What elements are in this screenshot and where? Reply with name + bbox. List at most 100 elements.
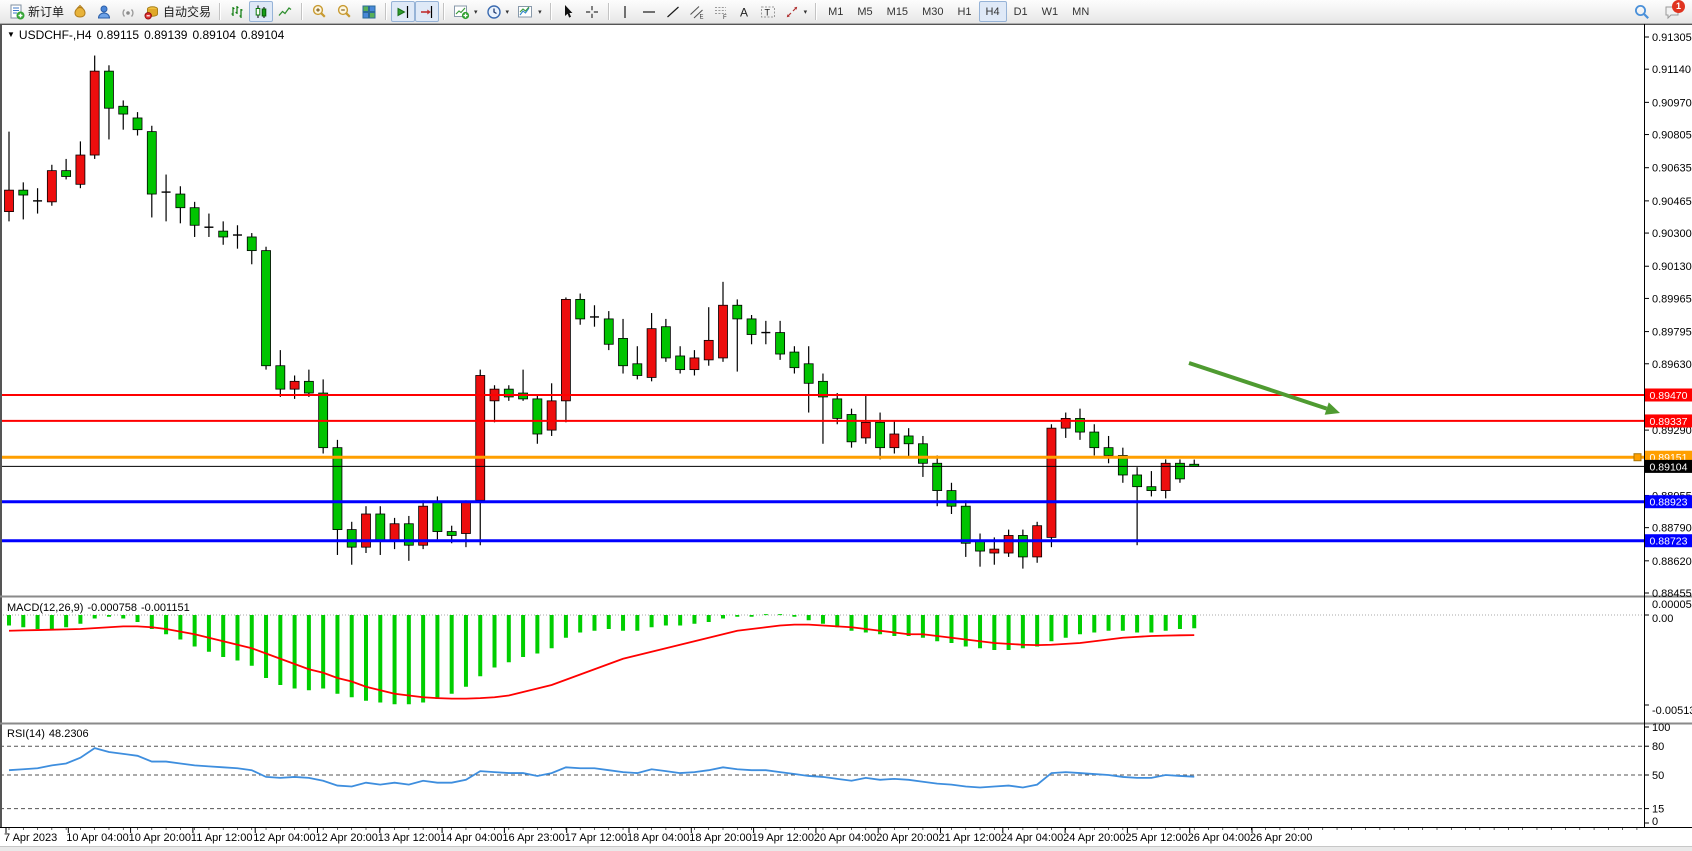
ohlc-close: 0.89104 bbox=[240, 28, 285, 42]
macd-bar bbox=[435, 615, 440, 699]
zoom-out-icon bbox=[337, 4, 351, 18]
text-tool-button[interactable]: A bbox=[733, 1, 756, 22]
templates-button[interactable]: ▾ bbox=[513, 1, 546, 22]
bar-chart-mode-button[interactable] bbox=[225, 1, 249, 22]
vertical-line-tool-button[interactable] bbox=[614, 1, 637, 22]
macd-axis: 0.0000552 0.00 -0.00513 bbox=[1644, 599, 1692, 717]
candle-down bbox=[675, 355, 686, 371]
candle-down bbox=[146, 131, 157, 195]
candle-down bbox=[446, 531, 457, 536]
macd-bar bbox=[321, 615, 326, 689]
price-axis[interactable]: 0.91305 0.91140 0.90970 0.90805 0.90635 0.904… bbox=[1644, 32, 1692, 600]
macd-bar bbox=[64, 615, 69, 628]
timeframe-button-w1[interactable]: W1 bbox=[1035, 1, 1066, 22]
auto-scroll-button[interactable] bbox=[391, 1, 416, 22]
line-chart-mode-button[interactable] bbox=[273, 1, 297, 22]
macd-bar bbox=[721, 615, 725, 619]
candle-down bbox=[789, 351, 800, 369]
date-tick-label: 12 Apr 20:00 bbox=[316, 832, 378, 844]
candle-up bbox=[1003, 535, 1014, 554]
chart-canvas[interactable]: 0.91305 0.91140 0.90970 0.90805 0.90635 0.904… bbox=[0, 24, 1692, 851]
date-axis[interactable]: 7 Apr 2023 10 Apr 04:00 10 Apr 20:00 11 Apr… bbox=[4, 827, 1638, 845]
profile-button[interactable] bbox=[92, 1, 116, 22]
horizontal-line-tool-button[interactable] bbox=[637, 1, 661, 22]
candle-up bbox=[361, 513, 371, 548]
auto-trading-button[interactable]: 自动交易 bbox=[140, 1, 215, 22]
timeframe-button-h4[interactable]: H4 bbox=[978, 1, 1007, 22]
gold-pouch-button[interactable] bbox=[68, 1, 92, 22]
candlestick-mode-button[interactable] bbox=[249, 1, 274, 22]
macd-bar bbox=[164, 615, 169, 635]
macd-bar bbox=[192, 615, 197, 647]
new-order-button[interactable]: 新订单 bbox=[5, 1, 68, 22]
timeframe-button-m1[interactable]: M1 bbox=[821, 1, 850, 22]
candle-down bbox=[1017, 535, 1028, 558]
chevron-down-icon: ▾ bbox=[474, 8, 478, 16]
macd-bar bbox=[1163, 615, 1168, 631]
rsi-label: RSI(14) 48.2306 bbox=[7, 728, 93, 740]
indicators-icon bbox=[454, 5, 470, 19]
periods-button[interactable]: ▾ bbox=[482, 1, 514, 22]
macd-pane-separator[interactable] bbox=[0, 595, 1692, 598]
orange-line-handle[interactable] bbox=[1633, 453, 1642, 462]
tile-windows-button[interactable] bbox=[357, 1, 381, 22]
timeframe-button-m15[interactable]: M15 bbox=[880, 1, 915, 22]
candle-up bbox=[703, 339, 714, 361]
search-button[interactable] bbox=[1629, 1, 1655, 22]
candle-down bbox=[775, 332, 786, 355]
signal-button[interactable] bbox=[116, 1, 140, 22]
price-badge bbox=[1645, 388, 1692, 402]
date-tick-label: 24 Apr 04:00 bbox=[1001, 832, 1063, 844]
macd-bar bbox=[306, 615, 311, 691]
rsi-tick-label: 0 bbox=[1652, 816, 1658, 828]
rsi-tick-label: 100 bbox=[1652, 722, 1670, 734]
label-tool-button[interactable]: T bbox=[756, 1, 780, 22]
ohlc-low: 0.89104 bbox=[192, 28, 236, 42]
zoom-in-button[interactable] bbox=[307, 1, 332, 22]
add-indicator-button[interactable]: ▾ bbox=[449, 1, 482, 22]
price-badge bbox=[1645, 534, 1692, 548]
candle-down bbox=[1075, 418, 1085, 433]
candle-down bbox=[975, 540, 985, 552]
timeframe-button-m30[interactable]: M30 bbox=[915, 1, 950, 22]
cursor-tool-button[interactable] bbox=[556, 1, 580, 22]
price-tick-label: 0.88455 bbox=[1652, 588, 1692, 600]
candle-up bbox=[718, 304, 728, 359]
auto-scroll-icon bbox=[397, 5, 409, 18]
candle-up bbox=[989, 548, 1000, 554]
arrows-tool-button[interactable]: ▾ bbox=[780, 1, 812, 22]
timeframe-button-mn[interactable]: MN bbox=[1065, 1, 1096, 22]
chart-shift-button[interactable] bbox=[415, 1, 440, 22]
annotation-arrow[interactable] bbox=[1188, 361, 1328, 411]
svg-text:T: T bbox=[764, 7, 770, 17]
macd-bar bbox=[649, 615, 654, 628]
fibonacci-tool-button[interactable]: F bbox=[709, 1, 733, 22]
channel-tool-button[interactable]: E bbox=[685, 1, 709, 22]
rsi-pane-separator[interactable] bbox=[0, 722, 1692, 725]
notifications-button[interactable]: 1 bbox=[1661, 0, 1685, 23]
trendline-tool-button[interactable] bbox=[661, 1, 685, 22]
timeframe-button-h1[interactable]: H1 bbox=[950, 1, 978, 22]
chart-menu-icon[interactable]: ▼ bbox=[7, 30, 15, 39]
candle-up bbox=[418, 505, 429, 546]
chevron-down-icon: ▾ bbox=[803, 8, 808, 16]
macd-bar bbox=[621, 615, 626, 631]
rsi-axis: 100 80 50 150 bbox=[1644, 722, 1670, 828]
crosshair-tool-button[interactable] bbox=[580, 1, 604, 22]
chart-window: 0.91305 0.91140 0.90970 0.90805 0.90635 0.904… bbox=[0, 24, 1692, 851]
zoom-out-button[interactable] bbox=[332, 1, 357, 22]
candle-down bbox=[303, 380, 314, 394]
chart-symbol-period: USDCHF-,H4 bbox=[18, 28, 92, 42]
macd-bar bbox=[21, 615, 26, 628]
toolbar-right-group: 1 bbox=[1629, 0, 1687, 23]
macd-bar bbox=[335, 615, 340, 694]
candle-down bbox=[61, 170, 72, 177]
date-tick-label: 13 Apr 12:00 bbox=[378, 832, 440, 844]
macd-bar bbox=[78, 615, 83, 624]
macd-bar bbox=[221, 615, 226, 657]
timeframe-button-d1[interactable]: D1 bbox=[1007, 1, 1035, 22]
macd-bar bbox=[135, 615, 140, 622]
horizontal-scrollbar[interactable] bbox=[0, 846, 1692, 851]
rsi-value: 48.2306 bbox=[48, 728, 89, 740]
timeframe-button-m5[interactable]: M5 bbox=[850, 1, 879, 22]
